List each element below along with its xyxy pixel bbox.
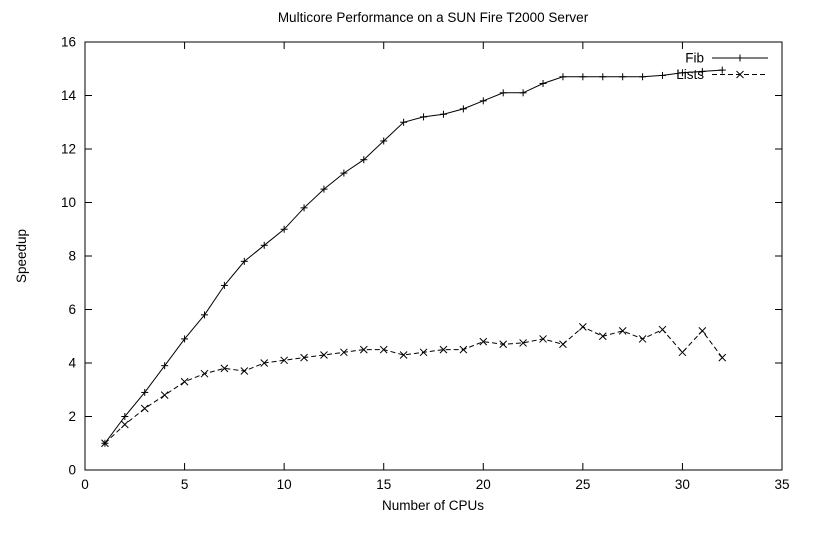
- fib-series: [101, 66, 726, 447]
- cross-marker-icon: [678, 348, 687, 357]
- cross-marker-icon: [736, 70, 744, 79]
- x-tick-label: 30: [675, 477, 690, 492]
- y-tick-label: 6: [68, 302, 76, 317]
- y-tick-label: 8: [68, 249, 76, 264]
- cross-marker-icon: [638, 335, 647, 343]
- cross-marker-icon: [101, 439, 109, 448]
- y-tick-label: 0: [68, 463, 76, 478]
- chart-title: Multicore Performance on a SUN Fire T200…: [278, 10, 589, 25]
- x-tick-label: 10: [277, 477, 292, 492]
- legend-fib-label: Fib: [685, 51, 704, 66]
- cross-marker-icon: [200, 369, 209, 378]
- lists-line: [104, 326, 723, 444]
- legend-line-samples: [712, 54, 768, 79]
- x-tick-label: 25: [575, 477, 590, 492]
- cross-marker-icon: [300, 353, 308, 362]
- cross-marker-icon: [419, 348, 428, 357]
- x-tick-label: 0: [81, 477, 89, 492]
- cross-marker-icon: [439, 345, 448, 354]
- cross-marker-icon: [120, 420, 129, 429]
- legend-lists-label: Lists: [676, 67, 704, 82]
- cross-marker-icon: [399, 351, 408, 359]
- cross-marker-icon: [698, 327, 707, 335]
- x-tick-label: 5: [181, 477, 189, 492]
- cross-marker-icon: [539, 335, 547, 343]
- cross-marker-icon: [240, 367, 249, 375]
- cross-marker-icon: [340, 348, 348, 357]
- legend: Fib Lists: [676, 51, 768, 82]
- cross-marker-icon: [459, 345, 468, 354]
- y-tick-label: 12: [61, 142, 76, 157]
- fib-line: [104, 69, 723, 444]
- x-tick-label: 15: [376, 477, 391, 492]
- cross-marker-icon: [140, 404, 149, 413]
- cross-marker-icon: [260, 359, 269, 367]
- cross-marker-icon: [559, 340, 567, 349]
- x-tick-label: 35: [774, 477, 789, 492]
- lists-series: [101, 323, 727, 448]
- x-tick-label: 20: [476, 477, 491, 492]
- y-tick-label: 2: [68, 409, 76, 424]
- cross-marker-icon: [519, 339, 527, 347]
- y-tick-label: 10: [61, 195, 76, 210]
- y-tick-label: 14: [61, 88, 77, 103]
- cross-marker-icon: [718, 353, 727, 362]
- cross-marker-icon: [359, 345, 368, 354]
- cross-marker-icon: [160, 391, 169, 399]
- y-tick-label: 16: [61, 35, 76, 50]
- cross-marker-icon: [479, 337, 488, 346]
- y-tick-label: 4: [68, 356, 76, 371]
- cross-marker-icon: [220, 364, 229, 373]
- cross-marker-icon: [618, 327, 627, 335]
- cross-marker-icon: [598, 332, 607, 341]
- y-axis-label: Speedup: [14, 229, 29, 283]
- cross-marker-icon: [499, 340, 508, 349]
- x-axis-label: Number of CPUs: [382, 498, 484, 513]
- cross-marker-icon: [180, 377, 189, 386]
- cross-marker-icon: [379, 345, 388, 354]
- cross-marker-icon: [658, 325, 667, 334]
- cross-marker-icon: [280, 356, 288, 365]
- plot-border: [84, 41, 783, 471]
- cross-marker-icon: [320, 351, 328, 359]
- plot-area: 0 5 10 15 20 25 30 35 0 2 4 6 8 10 12 14 16: [61, 35, 790, 493]
- cross-marker-icon: [579, 323, 587, 331]
